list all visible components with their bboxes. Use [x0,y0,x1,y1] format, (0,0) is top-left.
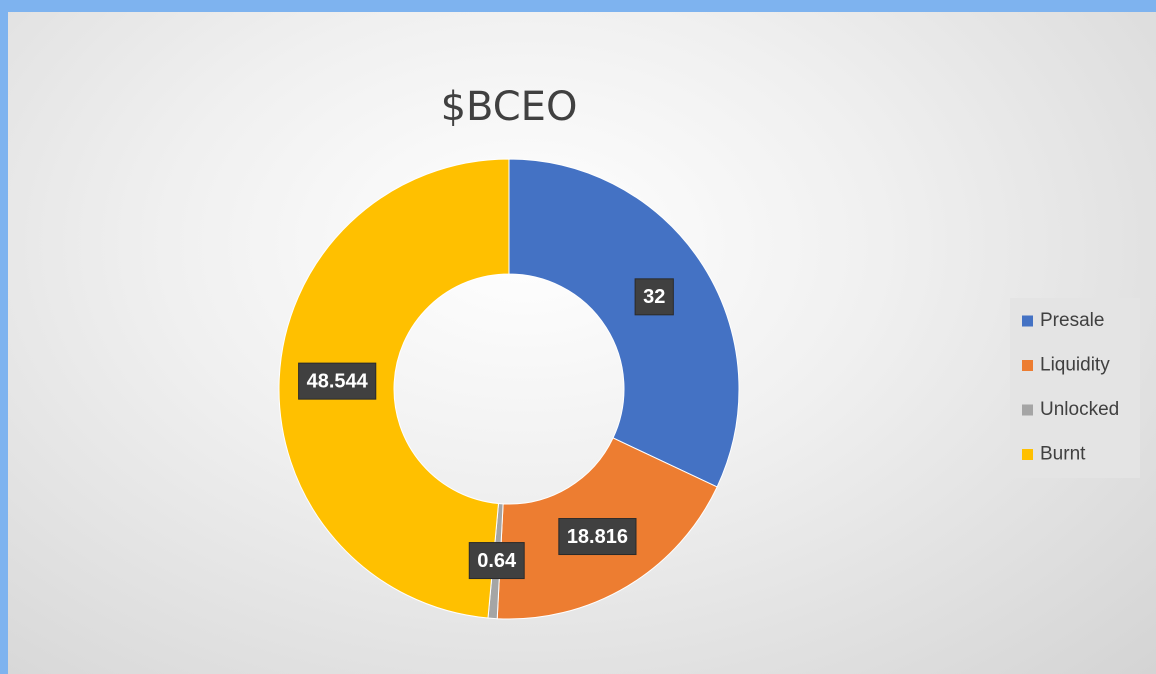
data-label: 32 [643,286,665,308]
chart-title: $BCEO [441,84,578,130]
legend-label: Unlocked [1040,399,1119,420]
data-label-box [558,518,637,556]
legend-box [1010,298,1140,478]
legend-label: Liquidity [1040,355,1110,376]
legend-swatch [1022,315,1033,327]
legend-label: Presale [1040,310,1104,331]
legend-swatch [1022,404,1033,416]
donut-slice [278,158,510,619]
data-label: 0.64 [477,550,517,572]
legend-swatch [1022,360,1033,371]
data-label-box [468,542,525,580]
data-label: 18.816 [567,526,628,548]
legend-swatch [1022,449,1033,460]
data-label-box [298,362,377,400]
legend-label: Burnt [1040,444,1086,465]
donut-slice [508,158,740,488]
data-label: 48.544 [307,370,369,392]
data-label-box [634,278,674,316]
